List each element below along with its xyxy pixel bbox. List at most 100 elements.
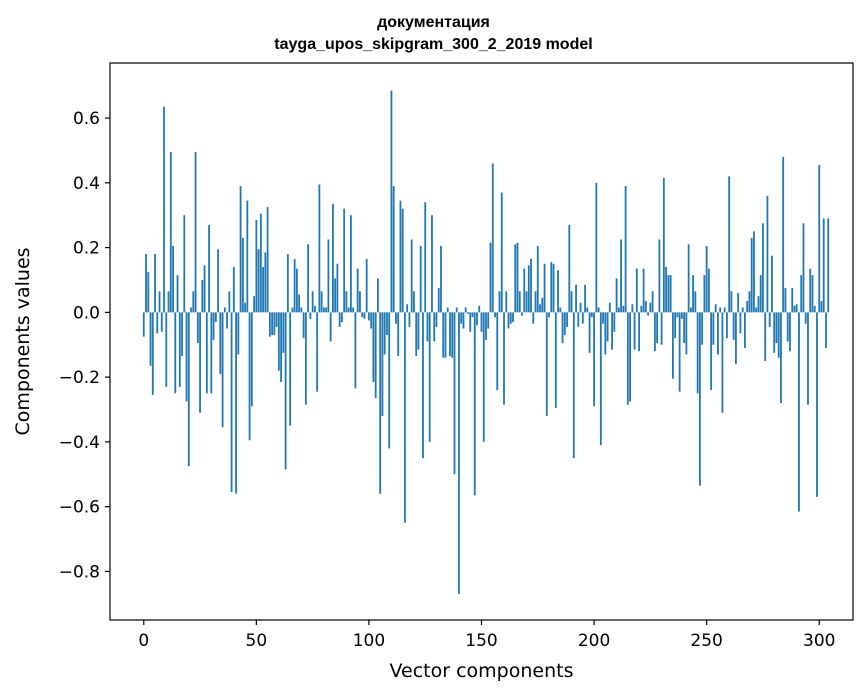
bar (503, 312, 505, 405)
bar (798, 312, 800, 512)
bar (232, 267, 235, 313)
bar (350, 215, 352, 313)
bar (667, 275, 670, 313)
bar (368, 312, 370, 321)
bar (496, 312, 499, 391)
bar (552, 263, 555, 313)
bar (676, 312, 679, 318)
bar (241, 237, 244, 313)
bar (464, 307, 467, 313)
bar (741, 307, 744, 313)
bar (370, 312, 373, 329)
bar (539, 304, 541, 313)
bar (388, 312, 391, 449)
bar (271, 312, 274, 336)
bar (638, 312, 641, 352)
bar (172, 245, 174, 313)
bar (343, 208, 346, 313)
bar (163, 106, 165, 313)
bar (635, 268, 638, 313)
bar (352, 307, 355, 313)
bar (604, 312, 607, 355)
bar (266, 207, 269, 313)
bar (327, 239, 330, 313)
bar (169, 152, 172, 313)
bar (545, 312, 548, 416)
bar (768, 312, 771, 327)
bar (354, 312, 357, 389)
bar (532, 312, 535, 324)
bar (599, 312, 602, 446)
x-tick-label: 0 (138, 631, 149, 651)
bar (746, 301, 749, 313)
bar (201, 279, 204, 313)
bar (721, 312, 724, 413)
bar (460, 312, 463, 324)
bar (730, 291, 733, 313)
bar (181, 312, 183, 357)
bar (284, 312, 287, 470)
bar (259, 213, 262, 313)
bar (397, 312, 400, 357)
bar (694, 291, 697, 313)
bar (588, 312, 591, 353)
bar (226, 312, 228, 329)
bar (656, 312, 659, 344)
bar (165, 312, 168, 387)
bar (572, 312, 575, 459)
x-tick-label: 50 (246, 631, 268, 651)
bar (298, 294, 301, 313)
bar (642, 268, 645, 313)
bar (151, 312, 154, 395)
bar (795, 304, 798, 313)
bar (190, 307, 192, 313)
bar (471, 312, 474, 318)
bar (647, 312, 650, 316)
y-tick-label: 0.4 (73, 174, 100, 194)
bar (449, 312, 451, 357)
bar (386, 312, 388, 336)
bar (422, 312, 424, 459)
y-tick-label: −0.8 (59, 562, 100, 582)
bar (577, 312, 580, 327)
bar (780, 312, 782, 404)
bar (194, 152, 197, 313)
bar (277, 312, 280, 371)
bar (726, 312, 728, 339)
bar (602, 312, 604, 324)
bar (440, 245, 442, 313)
bar (309, 312, 312, 319)
bar (800, 275, 803, 313)
bar (239, 186, 242, 313)
bar (784, 288, 787, 313)
bar (617, 307, 620, 313)
bar (300, 307, 303, 313)
y-axis-label: Components values (12, 247, 34, 435)
bar (586, 307, 589, 313)
bar (640, 305, 643, 313)
bar (253, 296, 255, 313)
x-axis-label: Vector components (390, 660, 574, 682)
bar (329, 312, 332, 342)
bar (361, 312, 364, 318)
bar (424, 202, 427, 313)
bar (575, 284, 577, 313)
bar (793, 305, 796, 313)
bar (512, 312, 514, 323)
bar (237, 312, 240, 355)
bar (250, 312, 253, 407)
bar (210, 312, 213, 394)
bar (683, 312, 686, 344)
bar (525, 291, 528, 313)
bar (142, 312, 145, 337)
bar (771, 255, 773, 313)
bar (392, 186, 395, 313)
bar (410, 239, 413, 313)
bar (631, 304, 634, 313)
bar (374, 312, 377, 399)
bar (295, 268, 298, 313)
bar (807, 312, 809, 405)
bar (710, 312, 713, 391)
bar (554, 312, 557, 408)
bar (620, 239, 622, 313)
